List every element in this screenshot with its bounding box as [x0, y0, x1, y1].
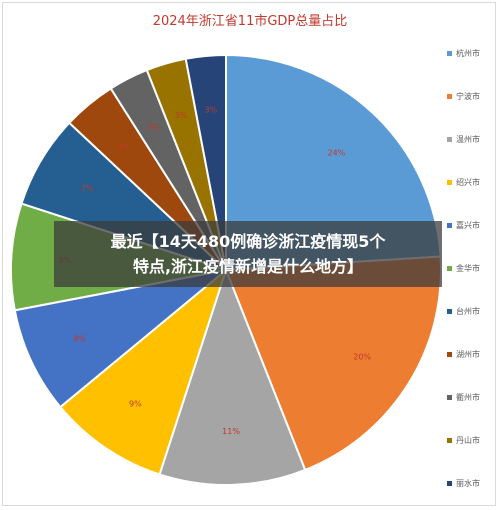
pie-slice-5 [13, 269, 227, 409]
slice-label-3: 11% [222, 427, 240, 436]
legend-item: 杭州市 [447, 32, 499, 75]
slice-label-8: 4% [117, 142, 130, 151]
legend-item: 湖州市 [447, 333, 499, 376]
pie-slice-1 [225, 53, 442, 272]
legend-label: 丹山市 [456, 436, 480, 445]
legend-label: 金华市 [456, 264, 480, 273]
chart-title: 2024年浙江省11市GDP总量占比 [152, 14, 348, 29]
slice-label-4: 9% [129, 399, 142, 408]
slice-label-1: 24% [327, 148, 345, 157]
legend-label: 台州市 [456, 307, 480, 316]
legend-swatch [447, 180, 452, 185]
legend-label: 嘉兴市 [456, 221, 480, 230]
legend-label: 绍兴市 [456, 178, 480, 187]
legend-item: 台州市 [447, 290, 499, 333]
legend-swatch [447, 51, 452, 56]
legend-swatch [447, 266, 452, 271]
legend-label: 宁波市 [456, 92, 480, 101]
legend-swatch [447, 94, 452, 99]
legend-label: 湖州市 [456, 350, 480, 359]
legend-swatch [447, 481, 452, 486]
legend-label: 丽水市 [456, 479, 480, 488]
slice-label-5: 8% [74, 335, 87, 344]
legend-item: 绍兴市 [447, 161, 499, 204]
legend-item: 嘉兴市 [447, 204, 499, 247]
pie-slice-3 [158, 267, 307, 486]
legend-swatch [447, 352, 452, 357]
legend: 杭州市宁波市温州市绍兴市嘉兴市金华市台州市湖州市衢州市丹山市丽水市 [447, 32, 499, 505]
slice-label-11: 3% [204, 105, 217, 114]
slice-label-2: 20% [353, 352, 371, 361]
legend-swatch [447, 223, 452, 228]
pie-slice-11 [184, 53, 227, 271]
legend-item: 衢州市 [447, 376, 499, 419]
legend-item: 丹山市 [447, 419, 499, 462]
pie-slice-4 [58, 267, 229, 476]
legend-item: 宁波市 [447, 75, 499, 118]
legend-item: 丽水市 [447, 462, 499, 505]
headline-line-2: 特点,浙江疫情新增是什么地方】 [132, 257, 364, 276]
legend-label: 衢州市 [456, 393, 480, 402]
legend-swatch [447, 309, 452, 314]
legend-item: 金华市 [447, 247, 499, 290]
slice-label-7: 7% [81, 184, 94, 193]
headline-banner: 最近【14天480例确诊浙江疫情现5个 特点,浙江疫情新增是什么地方】 [54, 221, 442, 287]
legend-label: 杭州市 [456, 49, 480, 58]
slice-label-10: 3% [175, 111, 188, 120]
legend-swatch [447, 395, 452, 400]
legend-item: 温州市 [447, 118, 499, 161]
legend-swatch [447, 137, 452, 142]
legend-swatch [447, 438, 452, 443]
slice-label-9: 3% [146, 122, 159, 131]
headline-line-1: 最近【14天480例确诊浙江疫情现5个 [110, 232, 386, 251]
legend-label: 温州市 [456, 135, 480, 144]
